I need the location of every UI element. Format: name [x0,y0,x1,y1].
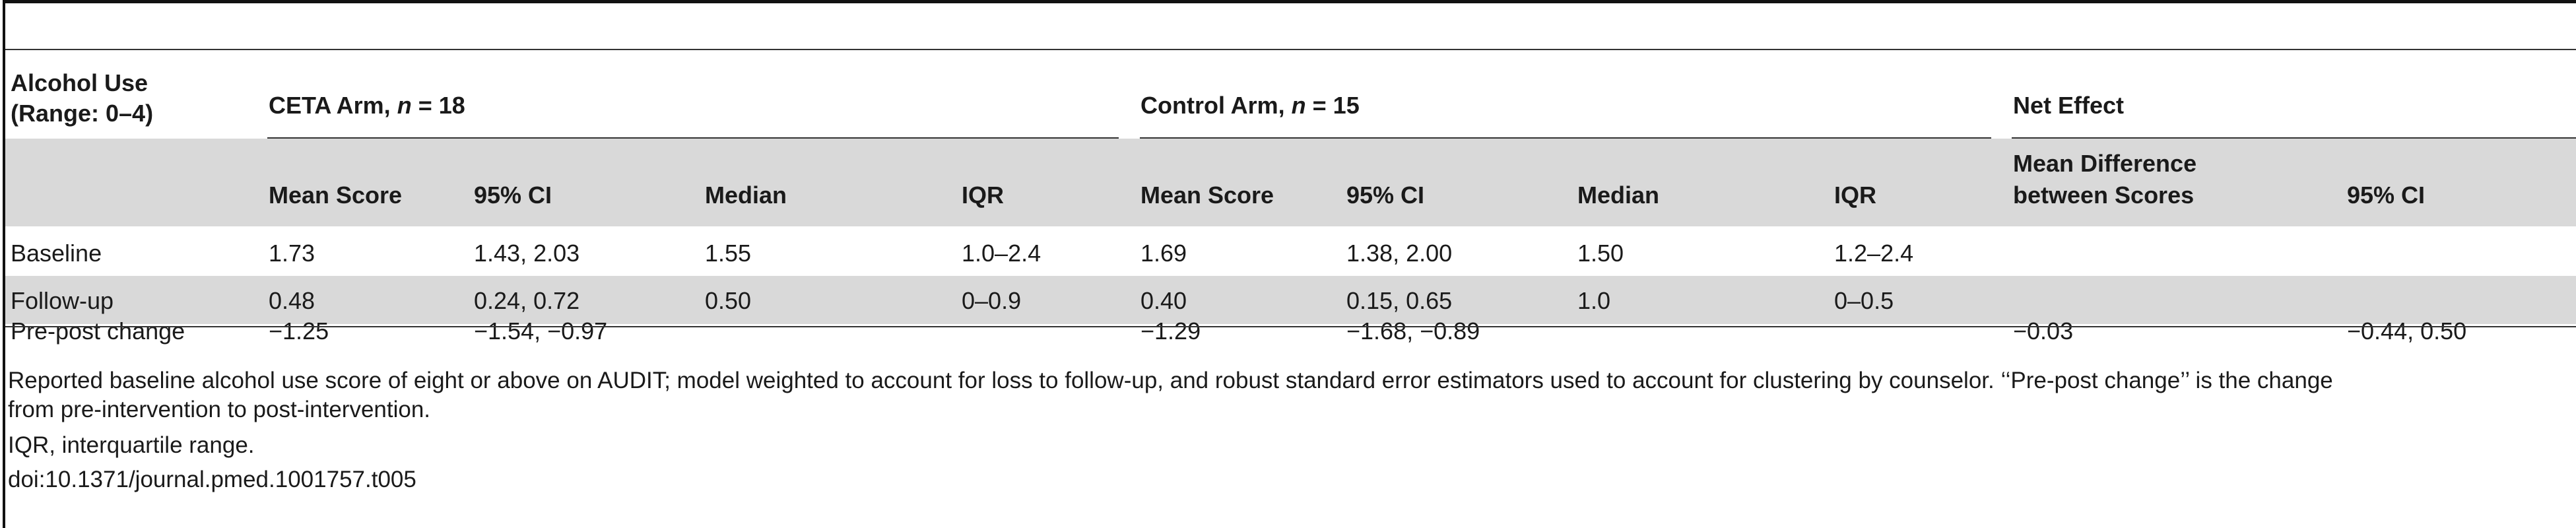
top-rule [5,0,2576,3]
cell: −1.25 [269,317,329,345]
row-band-follow-up [5,276,2576,324]
cell: 0–0.9 [962,287,1022,314]
cell: 0–0.5 [1834,287,1894,314]
header-rule [5,49,2576,50]
stub-header-line1: Alcohol Use [11,69,149,96]
row-label: Pre-post change [11,317,185,345]
footnote-line1: Reported baseline alcohol use score of e… [8,368,2333,393]
cell: −0.03 [2013,317,2074,345]
row-label: Baseline [11,240,102,267]
cell: 1.69 [1140,240,1187,267]
subheader-band [5,139,2576,226]
subheader-ceta-ci: 95% CI [474,182,552,209]
cell: 0.40 [1140,287,1187,314]
row-label: Follow-up [11,287,114,314]
cell: −0.44, 0.50 [2347,317,2467,345]
cell: −1.68, −0.89 [1346,317,1480,345]
left-border [3,0,5,528]
doi-text: doi:10.1371/journal.pmed.1001757.t005 [8,467,416,492]
subheader-control-median: Median [1577,182,1660,209]
ceta-group-rule [267,137,1119,139]
group-header-ceta: CETA Arm, n = 18 [269,92,465,119]
cell: 1.73 [269,240,315,267]
subheader-ceta-iqr: IQR [962,182,1005,209]
subheader-net-mean-line1: Mean Difference [2013,150,2197,177]
cell: 1.50 [1577,240,1624,267]
cell: 0.50 [705,287,752,314]
group-header-control: Control Arm, n = 15 [1140,92,1360,119]
cell: 0.24, 0.72 [474,287,580,314]
group-header-net: Net Effect [2013,92,2125,119]
footnote-abbrev: IQR, interquartile range. [8,432,255,458]
subheader-control-ci: 95% CI [1346,182,1425,209]
bottom-rule [5,326,2576,327]
subheader-ceta-median: Median [705,182,787,209]
cell: 0.15, 0.65 [1346,287,1453,314]
cell: −1.54, −0.97 [474,317,608,345]
cell: 1.38, 2.00 [1346,240,1453,267]
cell: 1.2–2.4 [1834,240,1914,267]
cell: 1.43, 2.03 [474,240,580,267]
cell: 1.0 [1577,287,1611,314]
subheader-ceta-mean: Mean Score [269,182,403,209]
cell: 0.48 [269,287,315,314]
footnote-line2: from pre-intervention to post-interventi… [8,397,431,422]
stub-header-line2: (Range: 0–4) [11,100,154,127]
cell: 1.55 [705,240,752,267]
control-group-rule [1140,137,1991,139]
subheader-control-mean: Mean Score [1140,182,1274,209]
subheader-control-iqr: IQR [1834,182,1877,209]
net-group-rule [2012,137,2576,139]
subheader-net-mean-line2: between Scores [2013,182,2195,209]
cell: −1.29 [1140,317,1201,345]
cell: 1.0–2.4 [962,240,1041,267]
subheader-net-ci: 95% CI [2347,182,2426,209]
